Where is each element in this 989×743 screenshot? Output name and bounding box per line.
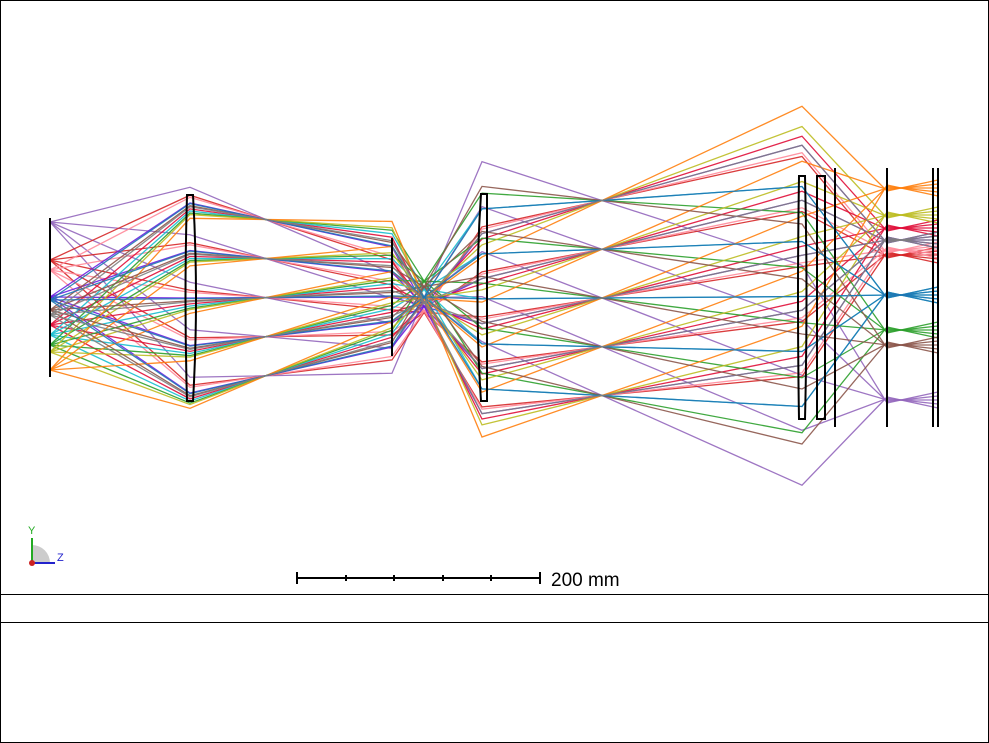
lens bbox=[797, 175, 808, 420]
axis-quadrant bbox=[32, 545, 50, 563]
lens bbox=[184, 194, 197, 402]
z-axis-label: Z bbox=[57, 552, 64, 564]
x-axis bbox=[29, 560, 35, 566]
scale-ticks bbox=[296, 572, 541, 584]
scale-label: 200 mm bbox=[551, 570, 620, 591]
y-axis-label: Y bbox=[28, 525, 36, 537]
axis-icon: Y Z bbox=[28, 525, 64, 566]
optical-elements bbox=[49, 168, 939, 427]
plate bbox=[816, 175, 826, 420]
lens bbox=[476, 193, 488, 402]
scale-bar: 200 mm bbox=[296, 570, 620, 591]
